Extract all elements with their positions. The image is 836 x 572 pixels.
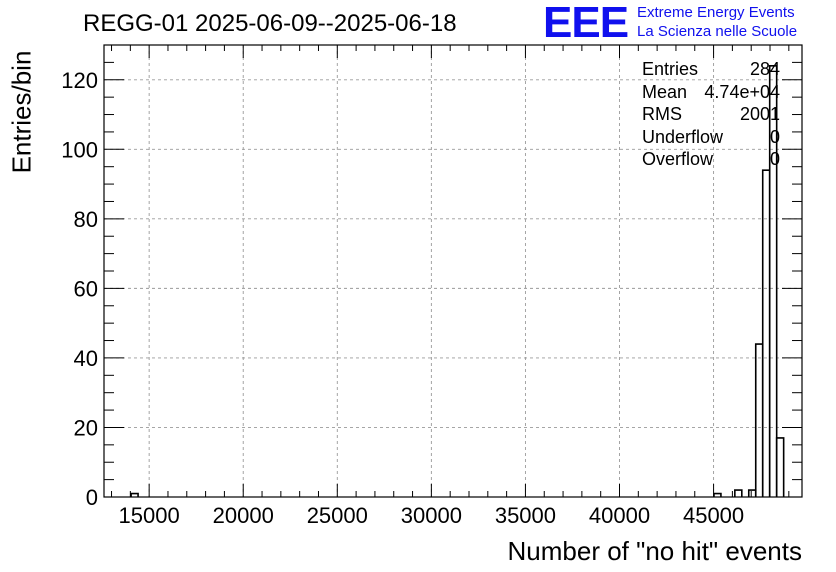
- x-tick-label: 30000: [401, 503, 462, 528]
- stat-label: Overflow: [642, 149, 714, 169]
- x-tick-label: 20000: [213, 503, 274, 528]
- y-tick-label: 0: [86, 485, 98, 510]
- y-axis-label: Entries/bin: [6, 50, 37, 174]
- stat-value: 0: [769, 149, 780, 169]
- stat-row-underflow: Underflow 0: [642, 127, 780, 150]
- histogram-bin: [734, 489, 743, 497]
- logo-caption-line2: La Scienza nelle Scuole: [637, 23, 798, 40]
- stat-value: 2001: [739, 104, 780, 124]
- eee-logo: EEE: [543, 0, 629, 47]
- logo-caption-line1: Extreme Energy Events: [637, 4, 795, 21]
- y-tick-label: 80: [74, 207, 98, 232]
- stat-label: Mean: [642, 81, 688, 102]
- histogram-bin: [130, 492, 139, 497]
- y-tick-label: 60: [74, 276, 98, 301]
- x-tick-label: 25000: [307, 503, 368, 528]
- stat-row-entries: Entries 284: [642, 59, 780, 82]
- y-tick-label: 120: [61, 68, 98, 93]
- stats-box: Entries 284 Mean 4.74e+04 RMS 2001 Under…: [642, 59, 780, 172]
- stat-label: Entries: [642, 59, 699, 79]
- stat-value: 0: [769, 126, 780, 147]
- x-tick-label: 45000: [683, 503, 744, 528]
- histogram-bin: [768, 65, 778, 497]
- stat-row-overflow: Overflow 0: [642, 149, 780, 172]
- y-tick-label: 20: [74, 415, 98, 440]
- x-tick-label: 35000: [495, 503, 556, 528]
- histogram-bin: [754, 343, 764, 497]
- chart-title: REGG-01 2025-06-09--2025-06-18: [83, 10, 457, 37]
- tick-labels: 15000 20000 25000 30000 35000 40000 45000 0 20 40…: [61, 68, 744, 528]
- stat-label: Underflow: [642, 126, 724, 147]
- grid-lines: [104, 45, 802, 497]
- histogram-bin: [775, 437, 785, 497]
- stat-label: RMS: [642, 104, 682, 124]
- logo-caption: Extreme Energy Events La Scienza nelle S…: [637, 3, 797, 41]
- x-axis-label: Number of "no hit" events: [507, 536, 803, 566]
- histogram-bin: [747, 489, 757, 497]
- x-tick-label: 40000: [589, 503, 650, 528]
- stat-value: 4.74e+04: [704, 81, 780, 102]
- stat-value: 284: [749, 59, 780, 79]
- stat-row-rms: RMS 2001: [642, 104, 780, 127]
- stat-row-mean: Mean 4.74e+04: [642, 82, 780, 105]
- x-tick-label: 15000: [119, 503, 180, 528]
- y-tick-label: 100: [61, 137, 98, 162]
- y-tick-label: 40: [74, 346, 98, 371]
- axis-ticks: [104, 44, 802, 498]
